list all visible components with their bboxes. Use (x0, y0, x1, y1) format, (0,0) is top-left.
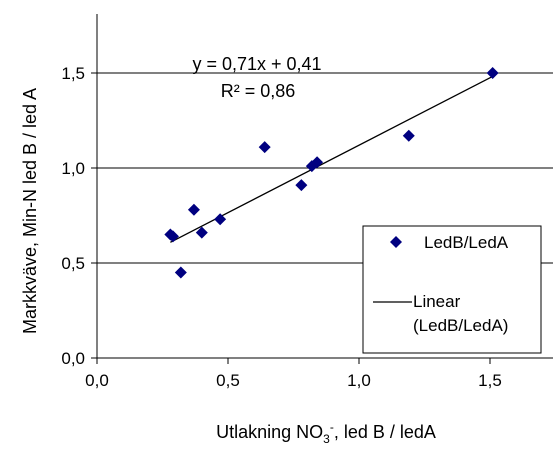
x-axis-title: Utlakning NO3-, led B / ledA (216, 420, 436, 446)
data-point (214, 213, 227, 226)
data-point (195, 226, 208, 239)
data-point (311, 156, 324, 169)
y-ticks: 0,0 0,5 1,0 1,5 (61, 64, 97, 368)
x-axis-title-sub: 3 (323, 432, 330, 446)
trend-equation: y = 0,71x + 0,41 (192, 54, 321, 74)
data-points (164, 67, 499, 279)
legend-label-trendline-2: (LedB/LedA) (413, 316, 508, 335)
y-tick-label: 0,5 (61, 254, 85, 273)
trend-r-squared: R² = 0,86 (221, 81, 296, 101)
legend-label-trendline-1: Linear (413, 292, 461, 311)
x-tick-label: 1,5 (478, 371, 502, 390)
x-axis-title-sup: - (330, 420, 334, 434)
x-ticks: 0,0 0,5 1,0 1,5 (85, 358, 502, 390)
legend: LedB/LedA Linear (LedB/LedA) (362, 225, 542, 354)
data-point (174, 266, 187, 279)
legend-label-series: LedB/LedA (424, 233, 509, 252)
y-tick-label: 0,0 (61, 349, 85, 368)
x-tick-label: 0,5 (216, 371, 240, 390)
x-axis-title-base: Utlakning NO (216, 422, 323, 442)
trendline (170, 75, 493, 243)
data-point (486, 67, 499, 79)
trendline-group (170, 75, 493, 243)
data-point (295, 179, 308, 192)
x-tick-label: 1,0 (347, 371, 371, 390)
data-point (166, 230, 179, 243)
y-tick-label: 1,5 (61, 64, 85, 83)
y-tick-label: 1,0 (61, 159, 85, 178)
axes (96, 14, 553, 359)
x-tick-label: 0,0 (85, 371, 109, 390)
legend-box (362, 225, 542, 354)
legend-marker-diamond-icon (390, 236, 402, 248)
data-point (402, 129, 415, 142)
y-axis-title: Markkväve, Min-N led B / led A (20, 88, 40, 334)
x-axis-title-rest: , led B / ledA (334, 422, 436, 442)
data-point (258, 141, 271, 154)
data-point (187, 203, 200, 216)
